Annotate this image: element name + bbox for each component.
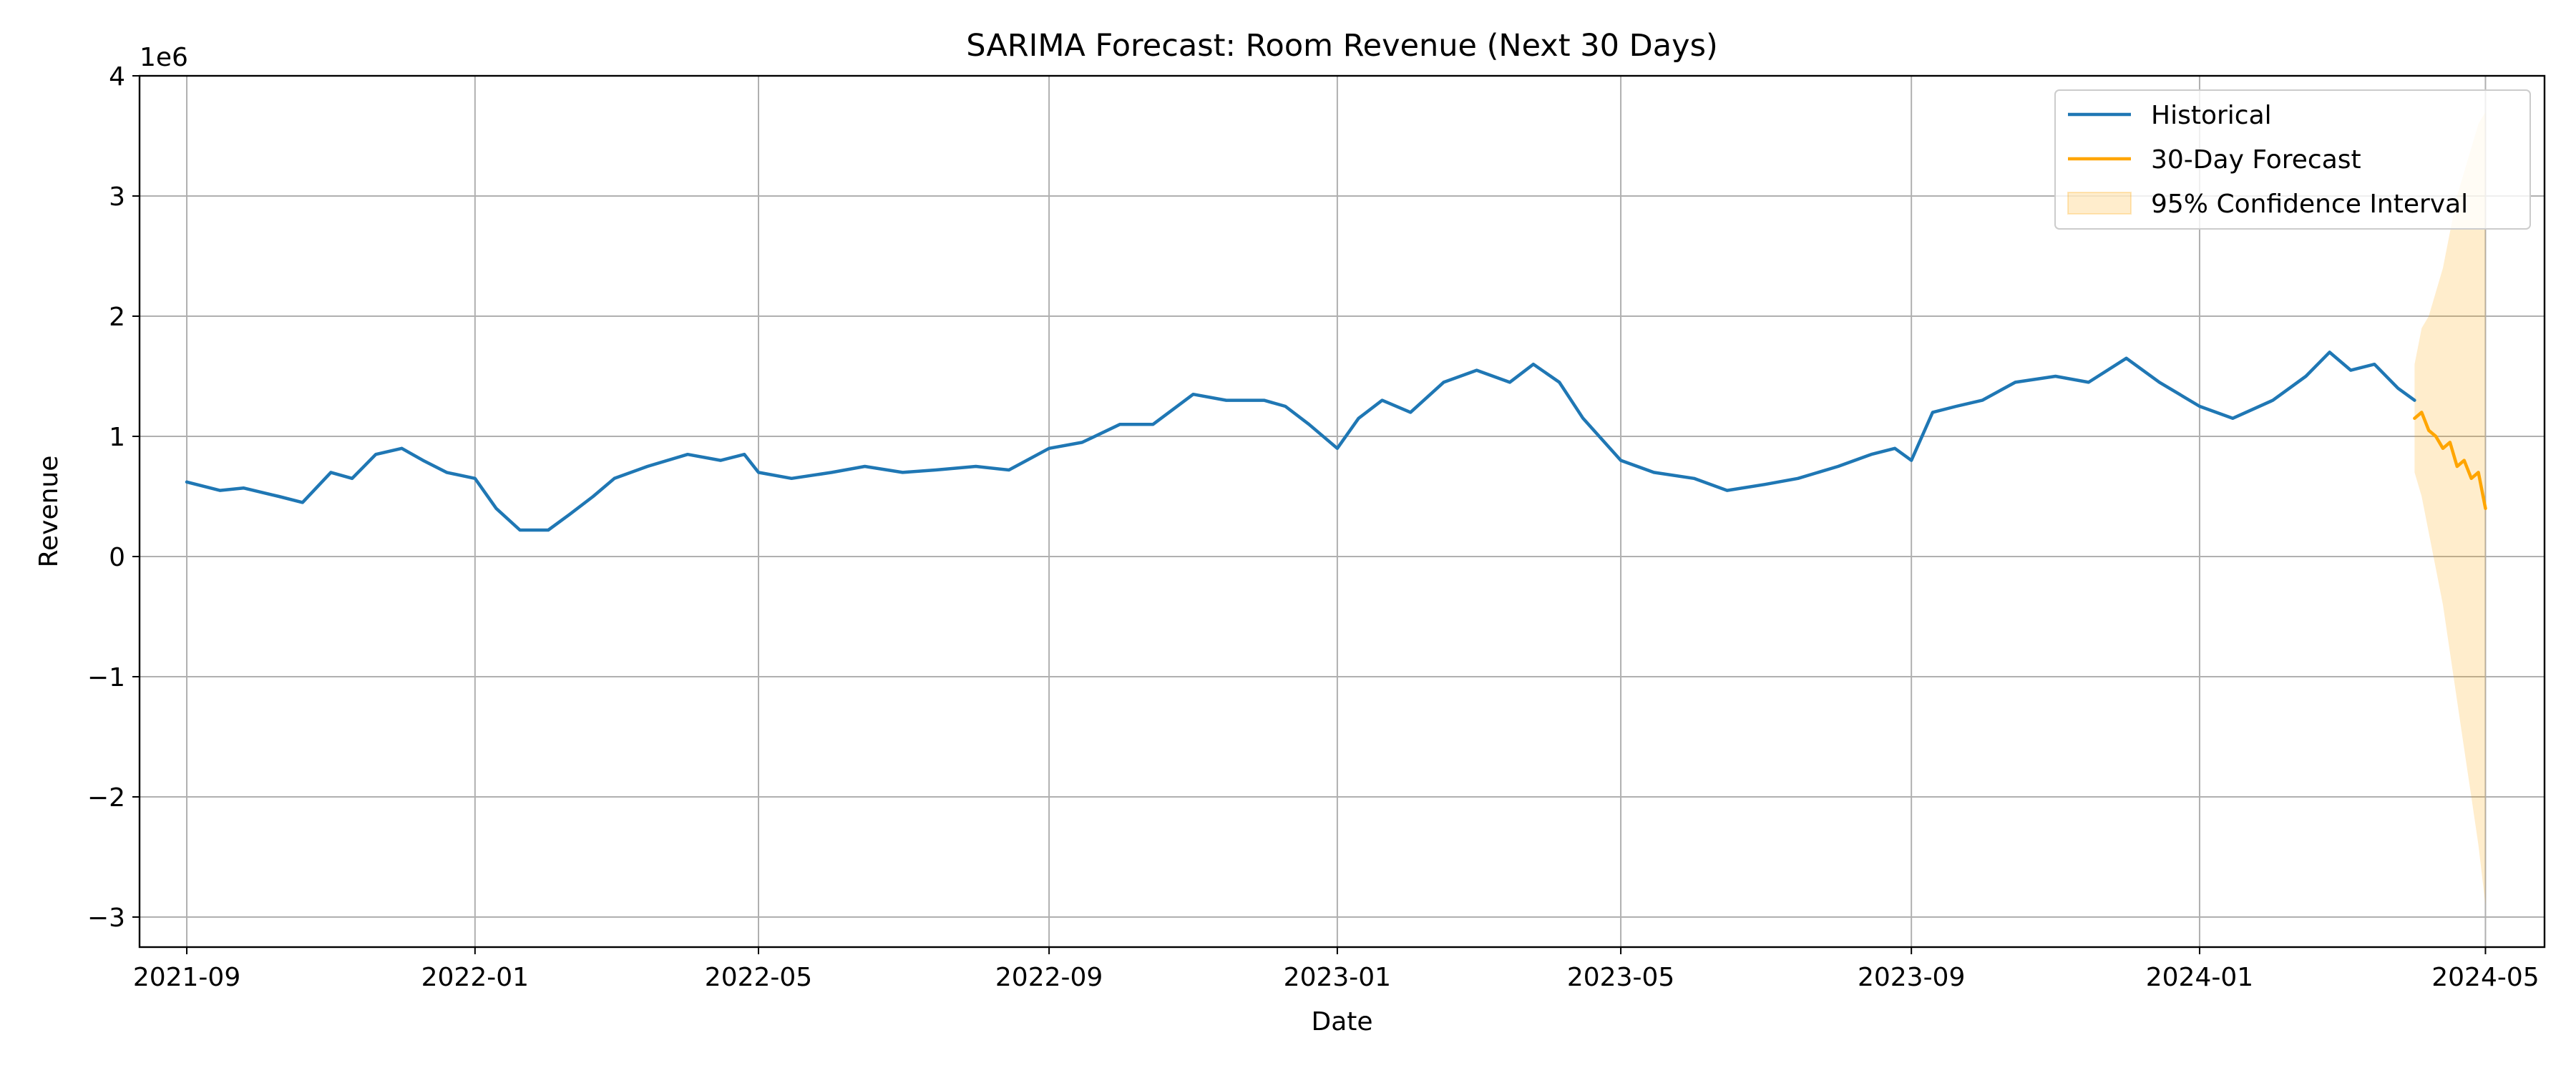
chart-title: SARIMA Forecast: Room Revenue (Next 30 D… (966, 28, 1718, 64)
legend-swatch-patch (2067, 192, 2132, 215)
y-tick-label: 4 (109, 62, 125, 92)
y-tick-label: 3 (109, 182, 125, 212)
x-axis-ticks: 2021-09 2022-01 2022-05 2022-09 2023-01 2023-… (133, 947, 2540, 992)
x-axis-label: Date (1311, 1007, 1372, 1037)
x-tick-label: 2023-01 (1284, 963, 1391, 992)
x-tick-label: 2022-09 (995, 963, 1103, 992)
x-tick-label: 2021-09 (133, 963, 240, 992)
x-tick-label: 2024-05 (2431, 963, 2539, 992)
y-tick-label: −3 (87, 903, 125, 933)
y-tick-label: 1 (109, 423, 125, 452)
x-tick-label: 2023-05 (1567, 963, 1674, 992)
series-line-30-day-forecast (2413, 411, 2487, 511)
y-tick-label: −2 (87, 783, 125, 813)
y-axis-offset-label: 1e6 (140, 43, 188, 72)
series-lines (185, 351, 2487, 532)
y-axis-ticks: −3 −2 −1 0 1 2 3 4 (87, 62, 140, 933)
series-line-historical (185, 351, 2416, 532)
y-tick-label: 0 (109, 543, 125, 572)
plot-frame (138, 74, 2546, 949)
x-tick-label: 2022-01 (421, 963, 529, 992)
legend: Historical 30-Day Forecast 95% Confidence … (2054, 89, 2531, 230)
legend-label: 30-Day Forecast (2151, 145, 2361, 175)
y-tick-label: −1 (87, 663, 125, 692)
x-tick-label: 2024-01 (2146, 963, 2253, 992)
legend-label: 95% Confidence Interval (2151, 190, 2468, 219)
legend-box (2054, 89, 2531, 230)
y-tick-label: 2 (109, 303, 125, 332)
confidence-interval-area (2414, 112, 2486, 906)
legend-label: Historical (2151, 101, 2272, 130)
confidence-interval-band (2414, 112, 2486, 906)
y-axis-label: Revenue (34, 456, 64, 568)
x-tick-label: 2023-09 (1858, 963, 1965, 992)
x-tick-label: 2022-05 (705, 963, 812, 992)
